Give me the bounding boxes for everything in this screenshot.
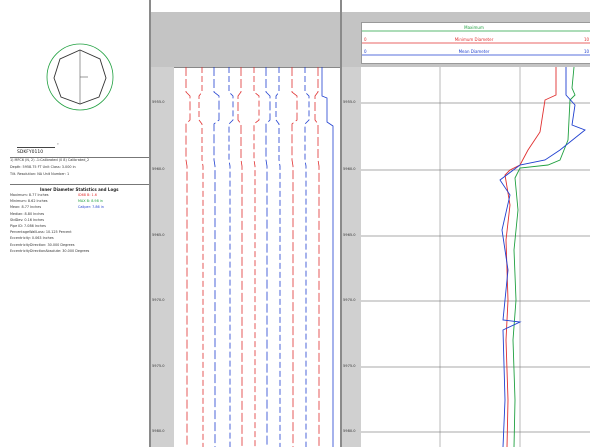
stat-label: EccentricityDirectionAbsolute: 30.000 De… — [10, 248, 90, 253]
stat-label: Maximum: 8.77 Inches — [10, 193, 49, 197]
scale-tick-label: ° — [57, 143, 59, 147]
legend-left-min: 0 — [364, 37, 367, 42]
stat-curve-value: Caliper: 7.86 in — [78, 205, 104, 210]
diameter-curve — [512, 66, 576, 447]
depth-track-2 — [341, 67, 361, 447]
stat-label: Minimum: 8.62 Inches — [10, 199, 48, 204]
scale-bar — [17, 147, 55, 148]
caliper-trace — [253, 67, 260, 447]
diameter-curve — [504, 67, 557, 447]
info-line-3: Tilt. Resolution: NA Unit Number: 1 — [10, 172, 70, 176]
caliper-trace — [321, 67, 334, 447]
track1-header — [150, 12, 340, 68]
legend-right-min: 10 — [584, 37, 590, 42]
caliper-summary-panel: ° SDKFY0110 1) MFC6 (N, 2) -1:Calibrated… — [0, 0, 150, 447]
stat-curve-value: MAX B: 8.98 in — [78, 199, 103, 204]
depth-track-1 — [150, 67, 174, 447]
legend-label-min: Minimum Diameter — [455, 37, 494, 42]
stat-label: Pipe ID: 7.086 Inches — [10, 224, 46, 228]
caliper-name: SDKFY0110 — [17, 150, 44, 155]
track-divider-1[interactable] — [149, 0, 151, 447]
info-divider-bottom — [10, 184, 150, 185]
track2-legend: Maximum 0 Minimum Diameter 10 0 Mean Dia… — [361, 22, 590, 64]
legend-label-max: Maximum — [464, 25, 484, 30]
caliper-trace — [213, 67, 220, 447]
info-line-2: Depth: 5958.75 FT Unit Class: 3.000 in — [10, 165, 76, 169]
caliper-trace — [237, 67, 243, 447]
info-line-1: 1) MFC6 (N, 2) -1:Calibrated (0 8) Calib… — [10, 158, 90, 162]
stat-label: PercentageWallLoss: 10.125 Percent — [10, 230, 72, 235]
legend-right-mean: 10 — [584, 49, 590, 54]
caliper-trace — [314, 67, 320, 447]
track-divider-2[interactable] — [340, 0, 342, 447]
stat-label: EccentricityDirection: 30.000 Degrees — [10, 242, 75, 247]
legend-left-mean: 0 — [364, 49, 367, 54]
stat-curve-value: ID68 B: 1.6 — [78, 193, 97, 197]
track2-grid — [361, 67, 590, 447]
stat-label: StdDev: 0.16 Inches — [10, 217, 45, 222]
stats-title: Inner Diameter Statistics and Logs — [40, 187, 119, 192]
track1-traces — [185, 67, 334, 447]
outer-circle — [46, 43, 114, 111]
caliper-trace — [275, 67, 281, 447]
caliper-trace — [291, 67, 298, 447]
legend-label-mean: Mean Diameter — [459, 49, 490, 54]
polar-cross-section-plot — [46, 43, 114, 111]
info-divider-top — [10, 157, 150, 158]
stat-label: Mean: 8.77 Inches — [10, 205, 42, 210]
caliper-trace — [265, 67, 271, 447]
caliper-trace — [198, 67, 204, 447]
caliper-trace — [228, 67, 234, 447]
caliper-trace — [185, 67, 191, 447]
legend-lines: Maximum 0 Minimum Diameter 10 0 Mean Dia… — [362, 25, 590, 56]
stat-label: Median: 8.80 Inches — [10, 211, 45, 216]
stat-label: Eccentricity: 0.063 Inches — [10, 236, 54, 241]
diameter-curve — [499, 67, 586, 447]
caliper-trace — [304, 67, 310, 447]
track2-traces — [499, 66, 586, 447]
